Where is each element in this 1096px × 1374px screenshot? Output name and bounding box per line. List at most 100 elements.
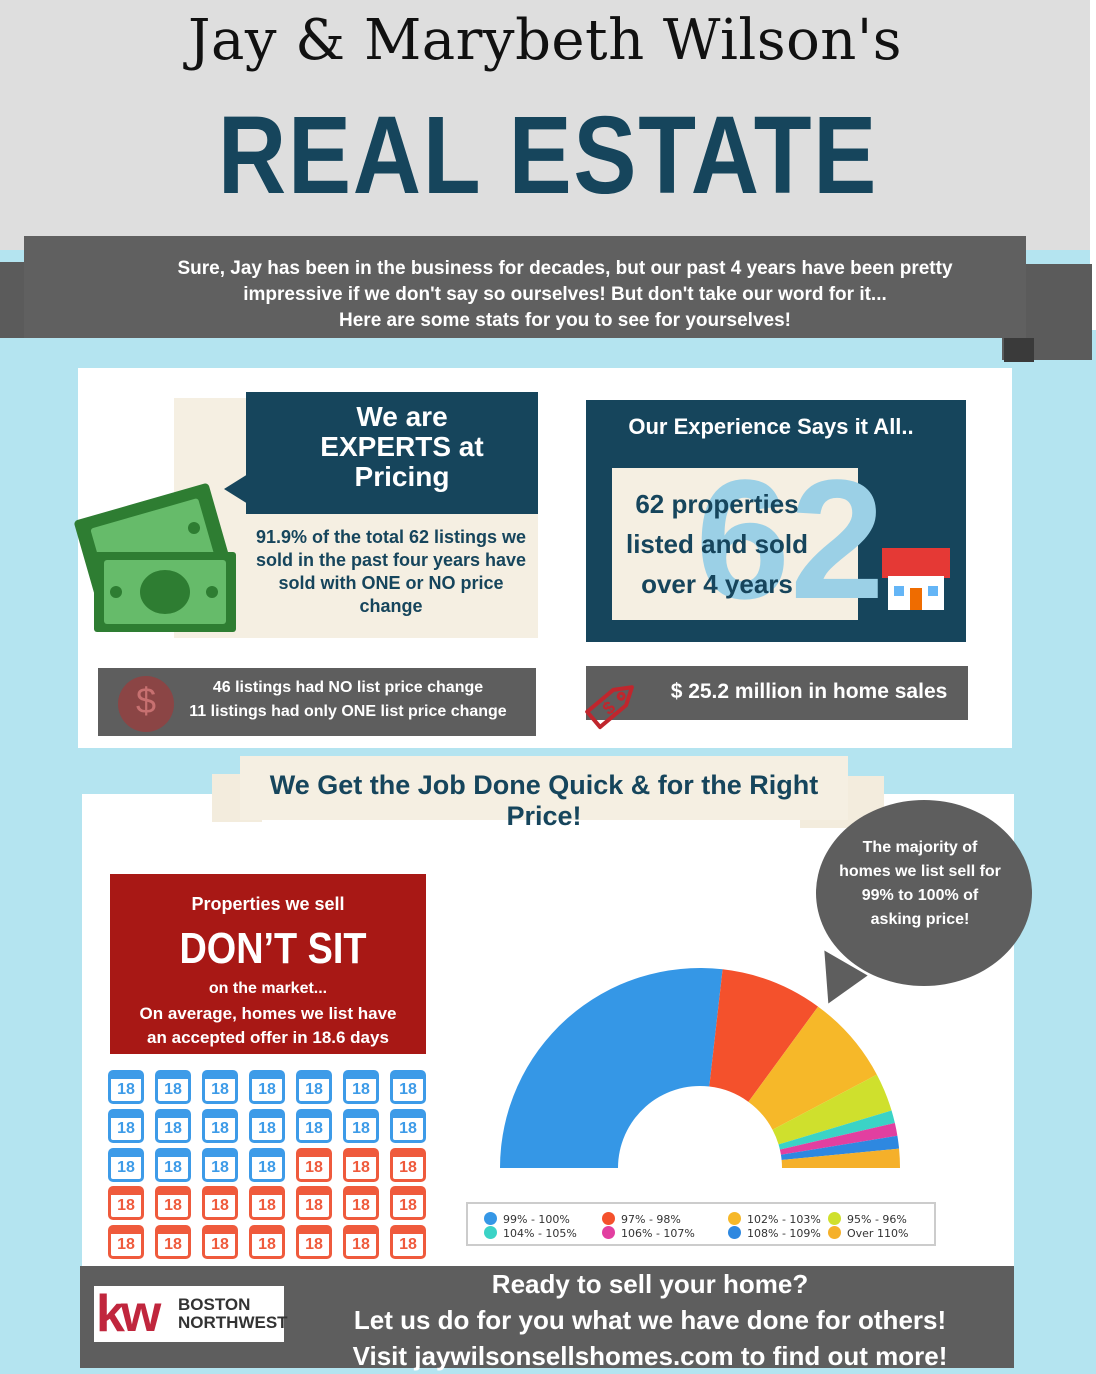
calendar-icon: 18 — [249, 1070, 285, 1104]
calendar-icon: 18 — [343, 1225, 379, 1260]
legend-swatch — [602, 1212, 615, 1225]
listings-text: 46 listings had NO list price change 11 … — [160, 676, 536, 724]
experience-title: Our Experience Says it All.. — [628, 414, 914, 439]
calendar-icon: 18 — [108, 1147, 144, 1182]
legend-label: 104% - 105% — [503, 1227, 577, 1240]
names-title: Jay & Marybeth Wilson's — [188, 8, 902, 73]
dollar-icon — [118, 676, 174, 732]
calendar-icon: 18 — [155, 1186, 191, 1221]
calendar-icon: 18 — [296, 1186, 332, 1221]
legend-item: 104% - 105% — [484, 1226, 577, 1240]
calendar-icon: 18 — [390, 1225, 426, 1260]
intro-line: Here are some stats for you to see for y… — [339, 310, 791, 331]
legend-swatch — [828, 1212, 841, 1225]
calendar-icon: 18 — [390, 1186, 426, 1221]
calendar-icon: 18 — [202, 1070, 238, 1104]
sales-text: $ 25.2 million in home sales — [670, 680, 948, 703]
experts-title-line: We are — [356, 401, 448, 432]
chart-slice — [778, 1110, 895, 1150]
page-edge — [1090, 0, 1096, 330]
house-window — [928, 586, 938, 596]
logo-box — [94, 1286, 284, 1342]
calendar-icon: 18 — [155, 1147, 191, 1182]
experience-line: over 4 years — [641, 569, 793, 599]
dont-sit-heading: DON’T SIT — [179, 924, 367, 973]
listings-line: 11 listings had only ONE list price chan… — [189, 703, 507, 720]
calendar-grid: 18 18 18 18 18 18 18 18 18 18 18 18 18 18 18 18 18 18 18 18… — [108, 1070, 434, 1260]
legend-label: 106% - 107% — [621, 1227, 695, 1240]
section-title: We Get the Job Done Quick & for the Righ… — [269, 770, 819, 831]
chart-slice — [748, 1006, 877, 1130]
footer-cta: Ready to sell your home? Let us do for y… — [300, 1266, 1000, 1374]
calendar-icon: 18 — [155, 1070, 191, 1104]
legend-label: 108% - 109% — [747, 1227, 821, 1240]
chart-slice — [772, 1074, 892, 1145]
legend-swatch — [484, 1212, 497, 1225]
calendar-icon: 18 — [343, 1070, 379, 1104]
legend-swatch — [728, 1226, 741, 1239]
money-dot — [188, 522, 200, 534]
calendar-icon: 18 — [108, 1108, 144, 1143]
legend-swatch — [484, 1226, 497, 1239]
legend-item: 108% - 109% — [728, 1226, 821, 1240]
dont-sit-card — [110, 874, 426, 1054]
legend-item: 97% - 98% — [602, 1212, 681, 1226]
chart-slice — [781, 1148, 900, 1168]
logo-line: BOSTON — [178, 1295, 251, 1314]
footer-link[interactable]: Visit jaywilsonsellshomes.com to find ou… — [352, 1341, 948, 1371]
calendar-icon: 18 — [202, 1186, 238, 1221]
legend-label: 102% - 103% — [747, 1213, 821, 1226]
legend-label: Over 110% — [847, 1227, 909, 1240]
calendar-icon: 18 — [390, 1147, 426, 1182]
calendar-icon: 18 — [249, 1147, 285, 1182]
calendar-icon: 18 — [108, 1225, 144, 1260]
money-dot — [206, 586, 218, 598]
calendar-icon: 18 — [343, 1147, 379, 1182]
logo-text: BOSTON NORTHWEST — [178, 1296, 288, 1332]
intro-ribbon — [24, 236, 1026, 338]
calendar-icon: 18 — [202, 1225, 238, 1260]
calendar-icon: 18 — [108, 1186, 144, 1221]
house-door — [910, 588, 922, 610]
legend-swatch — [728, 1212, 741, 1225]
calendar-icon: 18 — [296, 1108, 332, 1143]
footer-line: Ready to sell your home? — [491, 1269, 809, 1299]
chart-slice — [709, 969, 819, 1102]
dont-sit-intro: Properties we sell — [191, 894, 345, 914]
footer-line: Let us do for you what we have done for … — [353, 1305, 947, 1335]
calendar-icon: 18 — [155, 1225, 191, 1260]
legend-swatch — [828, 1226, 841, 1239]
calendar-icon: 18 — [296, 1147, 332, 1182]
dont-sit-body-line: an accepted offer in 18.6 days — [147, 1028, 389, 1047]
calendar-icon: 18 — [343, 1108, 379, 1143]
experts-body: 91.9% of the total 62 listings we sold i… — [255, 527, 527, 616]
price-tag-icon: $ — [585, 685, 634, 730]
calendar-icon: 18 — [108, 1070, 144, 1104]
legend-item: 95% - 96% — [828, 1212, 907, 1226]
legend-label: 95% - 96% — [847, 1213, 907, 1226]
calendar-icon: 18 — [155, 1108, 191, 1143]
legend-item: 106% - 107% — [602, 1226, 695, 1240]
calendar-icon: 18 — [202, 1147, 238, 1182]
intro-text: Sure, Jay has been in the business for d… — [40, 256, 1090, 334]
chart-slice — [500, 968, 723, 1168]
house-roof — [882, 548, 950, 578]
experts-title-line: Pricing — [354, 461, 450, 492]
calendar-icon: 18 — [390, 1070, 426, 1104]
legend-label: 97% - 98% — [621, 1213, 681, 1226]
speech-bubble — [816, 800, 1032, 986]
experience-inner-box — [612, 468, 858, 620]
money-bill-circle — [140, 570, 190, 614]
price-ratio-chart — [500, 968, 900, 1168]
intro-line: impressive if we don't say so ourselves!… — [243, 284, 887, 305]
dont-sit-body: On average, homes we list have an accept… — [110, 1002, 426, 1050]
ribbon-fold — [1004, 338, 1034, 362]
experts-heading-box — [246, 392, 538, 514]
calendar-icon: 18 — [343, 1186, 379, 1221]
calendar-icon: 18 — [249, 1225, 285, 1260]
legend-item: Over 110% — [828, 1226, 908, 1240]
house-window — [894, 586, 904, 596]
legend-swatch — [602, 1226, 615, 1239]
experience-line: 62 properties — [635, 489, 799, 519]
header-band — [0, 0, 1090, 250]
